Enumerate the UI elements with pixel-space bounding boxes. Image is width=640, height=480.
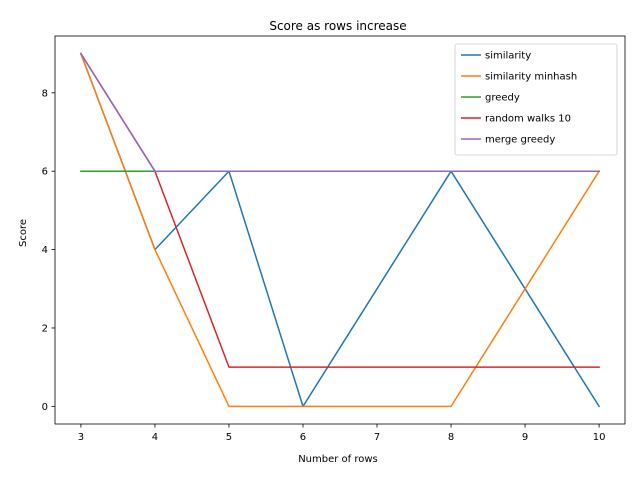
series-line-1 xyxy=(79,52,601,408)
series-line-5 xyxy=(79,52,600,172)
x-tick-label: 8 xyxy=(448,432,454,443)
x-tick-label: 3 xyxy=(78,432,84,443)
x-tick-label: 7 xyxy=(374,432,380,443)
chart-title: Score as rows increase xyxy=(269,19,406,33)
legend-label: random walks 10 xyxy=(485,114,571,125)
y-tick-label: 4 xyxy=(42,245,48,256)
y-tick-label: 2 xyxy=(42,323,48,334)
legend-label: similarity xyxy=(485,51,531,62)
x-tick-label: 6 xyxy=(300,432,306,443)
axes-layer: 3 4 5 6 7 8 9 10 0 2 4 6 8 xyxy=(42,35,626,443)
x-tick-label: 9 xyxy=(522,432,528,443)
x-tick-label: 10 xyxy=(593,432,606,443)
legend-label: similarity minhash xyxy=(485,72,577,83)
legend-label: merge greedy xyxy=(485,135,555,146)
legend-label: greedy xyxy=(485,93,520,104)
legend-box xyxy=(454,43,618,156)
x-tick-label: 5 xyxy=(226,432,232,443)
series-layer xyxy=(79,52,601,408)
plot-frame xyxy=(54,35,626,425)
y-axis-label: Score xyxy=(18,219,29,247)
y-tick-label: 6 xyxy=(42,167,48,178)
series-line-2 xyxy=(79,52,601,408)
y-tick-label: 8 xyxy=(42,88,48,99)
x-tick-label: 4 xyxy=(152,432,158,443)
legend: similarity similarity minhash greedy random… xyxy=(454,43,618,156)
y-tick-label: 0 xyxy=(42,402,48,413)
series-line-4 xyxy=(79,52,600,368)
x-axis-label: Number of rows xyxy=(298,454,378,465)
